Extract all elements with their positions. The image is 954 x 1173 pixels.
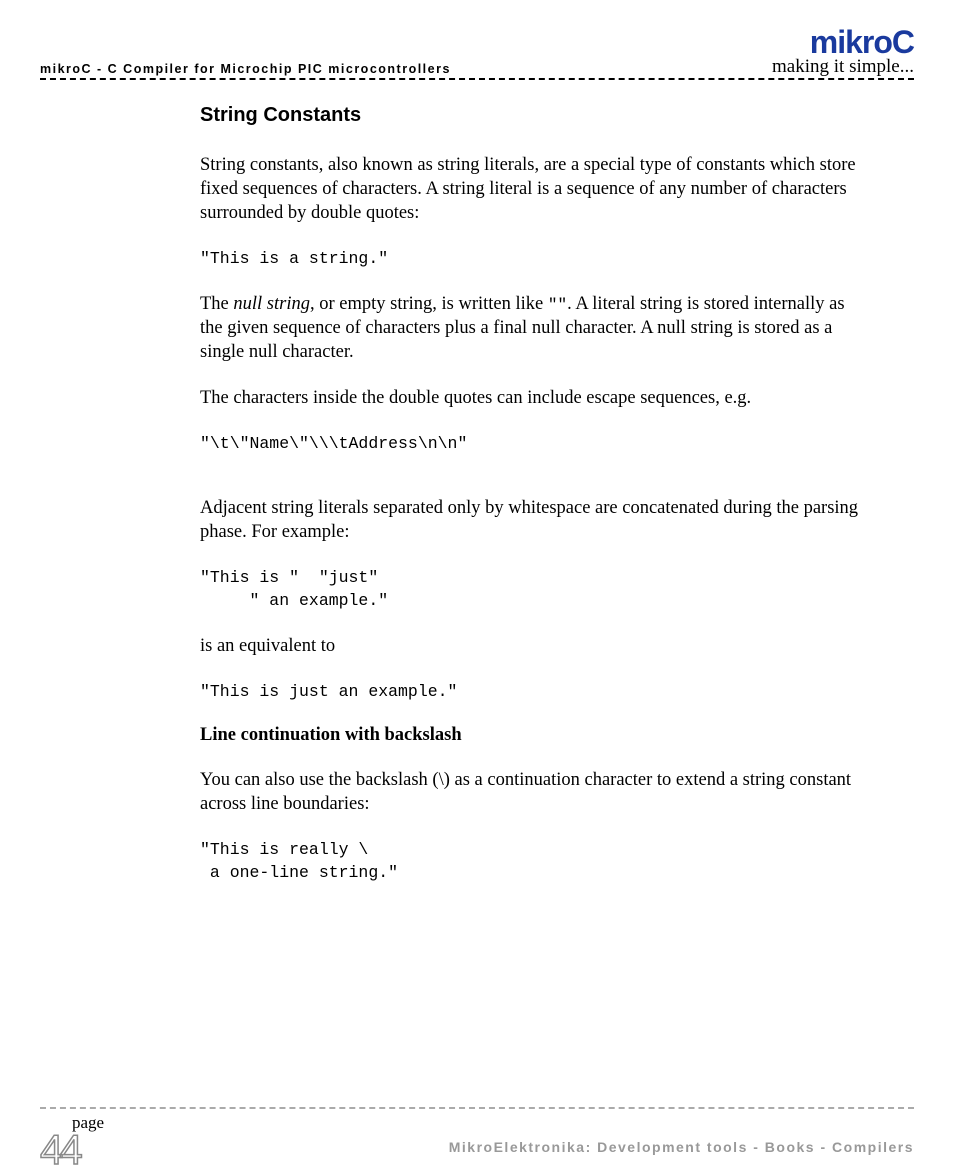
code-block: "This is a string."	[200, 247, 860, 270]
brand-tagline: making it simple...	[772, 56, 914, 78]
text-span: , or empty string, is written like	[310, 294, 548, 314]
code-block: "This is really \ a one-line string."	[200, 838, 860, 884]
paragraph: You can also use the backslash (\) as a …	[200, 768, 860, 816]
footer-text: MikroElektronika: Development tools - Bo…	[449, 1139, 914, 1155]
page-content: String Constants String constants, also …	[200, 104, 860, 906]
header-left-text: mikroC - C Compiler for Microchip PIC mi…	[40, 62, 451, 76]
inline-code: ""	[548, 296, 567, 314]
paragraph: Adjacent string literals separated only …	[200, 496, 860, 544]
code-block: "This is just an example."	[200, 680, 860, 703]
subsection-title: Line continuation with backslash	[200, 725, 860, 746]
footer-divider	[40, 1107, 914, 1109]
italic-term: null string	[233, 294, 310, 314]
header-divider	[40, 78, 914, 80]
paragraph: The null string, or empty string, is wri…	[200, 292, 860, 364]
code-block: "\t\"Name\"\\\tAddress\n\n"	[200, 432, 860, 455]
brand-logo: mikroC	[772, 26, 914, 58]
code-block: "This is " "just" " an example."	[200, 566, 860, 612]
page-number: 44	[40, 1129, 79, 1171]
paragraph: The characters inside the double quotes …	[200, 386, 860, 410]
paragraph: String constants, also known as string l…	[200, 153, 860, 225]
section-title: String Constants	[200, 104, 860, 127]
page-footer: page 44 MikroElektronika: Development to…	[40, 1107, 914, 1115]
header-right-block: mikroC making it simple...	[772, 26, 914, 78]
text-span: The	[200, 294, 233, 314]
paragraph: is an equivalent to	[200, 634, 860, 658]
